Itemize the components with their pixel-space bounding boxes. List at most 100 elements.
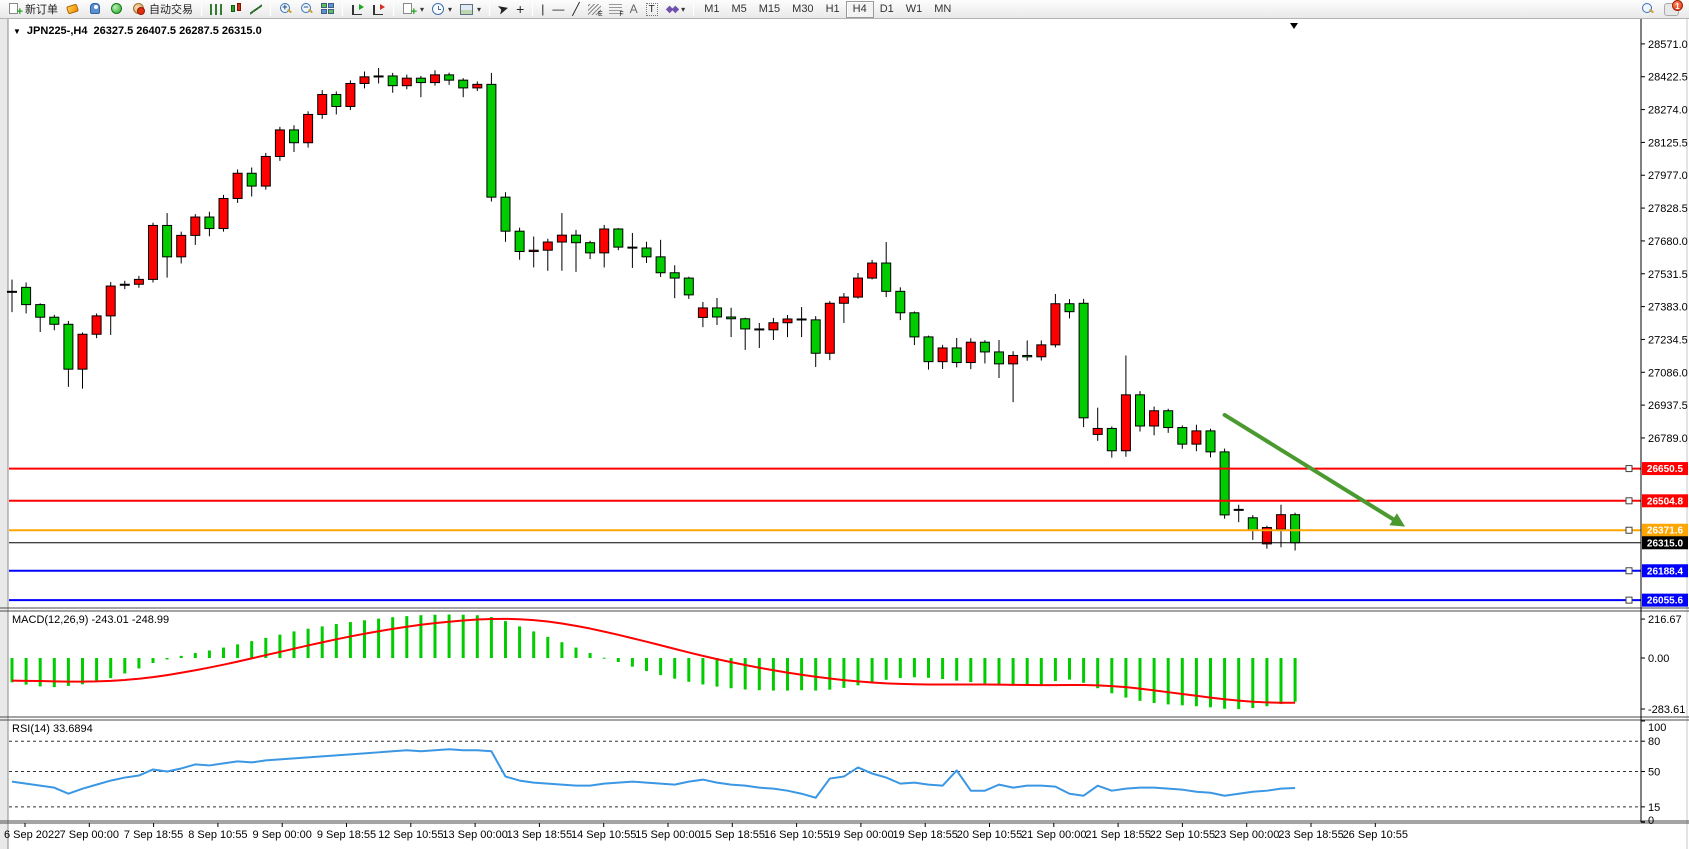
candle (500, 196, 511, 232)
candlestick-chart-button[interactable] (226, 1, 246, 18)
profiles-dropdown[interactable]: ▾ (428, 1, 456, 18)
text-label-button[interactable]: T (642, 1, 662, 18)
vertical-line-icon: | (541, 2, 545, 16)
text-button[interactable]: A (626, 1, 642, 18)
trend-arrow[interactable] (1222, 412, 1396, 522)
chart-shift-marker[interactable] (1290, 23, 1298, 29)
candle (712, 307, 722, 318)
tab-timeframe-d1[interactable]: D1 (879, 3, 894, 15)
candle (49, 316, 60, 325)
zoom-out-button[interactable]: − (296, 1, 317, 18)
macd-bar (602, 657, 606, 659)
macd-bar (250, 641, 254, 659)
crosshair-button[interactable]: + (512, 1, 528, 18)
date-axis-label: 15 Sep 00:00 (635, 829, 700, 841)
signal-icon (110, 3, 124, 15)
auto-arrange-button[interactable] (347, 1, 368, 18)
new-chart-dropdown[interactable]: + ▾ (398, 1, 428, 18)
macd-bar (475, 615, 479, 659)
macd-bar (1053, 658, 1057, 682)
tab-timeframe-m1[interactable]: M1 (704, 3, 720, 15)
candle (613, 228, 624, 248)
shapes-dropdown[interactable]: ◆◆ ▾ (662, 1, 689, 18)
line-handle[interactable] (1625, 497, 1633, 505)
candle (359, 76, 370, 84)
bar-chart-button[interactable] (206, 1, 226, 18)
zoom-in-button[interactable]: + (275, 1, 296, 18)
candle (458, 79, 469, 89)
auto-arrange-icon (351, 3, 364, 15)
fibonacci-button[interactable]: F (605, 1, 626, 18)
macd-bar (1039, 658, 1043, 685)
candle (556, 234, 567, 243)
templates-dropdown[interactable]: ▾ (456, 1, 485, 18)
autotrading-button[interactable]: 自动交易 (128, 1, 197, 18)
candle (1120, 394, 1131, 452)
tab-timeframe-h4[interactable]: H4 (845, 0, 874, 18)
candle (697, 307, 708, 318)
tab-timeframe-mn[interactable]: MN (934, 3, 952, 15)
date-axis-label: 21 Sep 18:55 (1085, 829, 1150, 841)
candle (1078, 302, 1089, 419)
price-tag (1642, 593, 1688, 607)
horizontal-line-button[interactable]: — (548, 1, 568, 18)
macd-bar (306, 628, 310, 659)
macd-bar (278, 634, 282, 659)
line-chart-button[interactable] (246, 1, 266, 18)
zoom-in-icon: + (279, 2, 292, 15)
date-axis-label: 13 Sep 00:00 (442, 829, 507, 841)
tile-windows-button[interactable] (317, 1, 338, 18)
macd-bar (1279, 658, 1283, 705)
price-axis-label: 28571.0 (1648, 39, 1688, 51)
candle (740, 318, 751, 330)
macd-bar (81, 658, 84, 685)
price-axis-label: 27531.5 (1648, 269, 1688, 281)
vertical-line-button[interactable]: | (537, 1, 548, 18)
candle (655, 256, 666, 274)
candle (627, 246, 638, 249)
macd-bar (1180, 658, 1184, 706)
tab-timeframe-m15[interactable]: M15 (758, 3, 781, 15)
notifications-icon[interactable]: 1 (1664, 0, 1683, 16)
candle (430, 74, 440, 84)
macd-bar (264, 637, 268, 659)
macd-indicator-label: MACD(12,26,9) -243.01 -248.99 (12, 614, 170, 626)
signals-button[interactable] (106, 1, 128, 18)
marker-button[interactable] (62, 1, 84, 18)
tab-timeframe-w1[interactable]: W1 (905, 3, 923, 15)
trendline-button[interactable]: ╱ (568, 1, 583, 18)
new-chart-icon: + (402, 3, 417, 18)
line-handle[interactable] (1625, 526, 1633, 534)
track-chart-button[interactable] (368, 1, 389, 18)
macd-bar (687, 658, 691, 682)
community-button[interactable] (84, 1, 106, 18)
autotrading-icon (132, 3, 146, 15)
tab-timeframe-h1[interactable]: H1 (825, 3, 840, 15)
macd-bar (1194, 658, 1198, 707)
channel-button[interactable]: E (584, 1, 605, 18)
chevron-down-icon[interactable]: ▼ (13, 26, 21, 36)
macd-bar (1124, 658, 1128, 698)
line-handle[interactable] (1625, 465, 1633, 473)
search-icon[interactable] (1641, 3, 1654, 15)
new-order-button[interactable]: + 新订单 (4, 1, 62, 18)
macd-bar (969, 658, 973, 683)
date-axis-label: 21 Sep 00:00 (1021, 829, 1086, 841)
line-handle[interactable] (1625, 567, 1633, 575)
cursor-button[interactable]: ➤ (494, 1, 512, 18)
macd-bar (222, 647, 225, 659)
tab-timeframe-m5[interactable]: M5 (731, 3, 747, 15)
macd-bar (673, 658, 677, 679)
macd-bar (489, 617, 493, 659)
caret-down-icon: ▾ (420, 4, 425, 14)
line-handle[interactable] (1625, 596, 1633, 604)
symbol-info[interactable]: ▼ JPN225-,H4 26327.5 26407.5 26287.5 263… (13, 25, 262, 37)
tab-timeframe-m30[interactable]: M30 (792, 3, 814, 15)
candle (1064, 303, 1075, 313)
price-axis-label: 27086.0 (1648, 367, 1688, 379)
candle (415, 77, 426, 84)
date-axis-label: 19 Sep 00:00 (828, 829, 893, 841)
candlestick-chart-icon (230, 3, 242, 15)
candle (754, 328, 765, 331)
